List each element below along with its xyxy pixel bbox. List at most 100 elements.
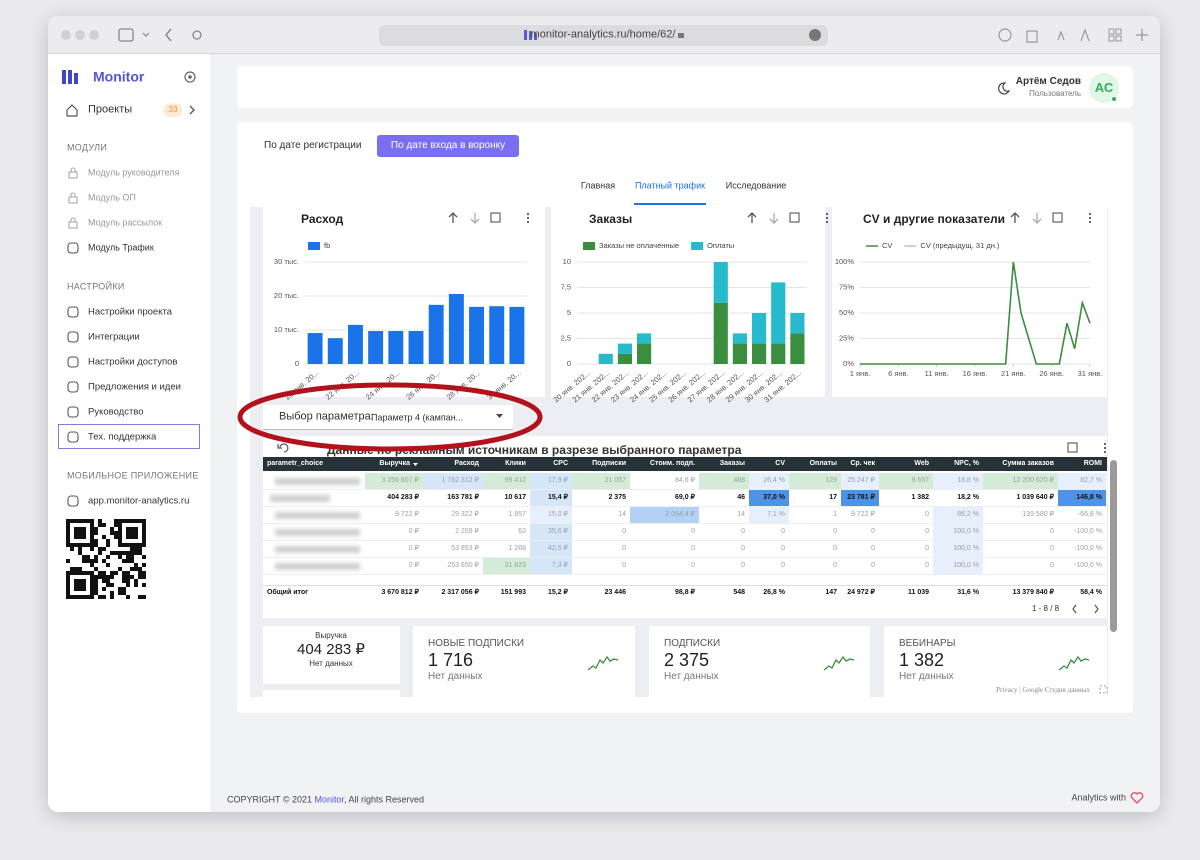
column-header: Сумма заказов <box>1002 459 1054 467</box>
qr-cell <box>142 571 146 575</box>
menu-dots <box>1088 212 1092 216</box>
menu-item[interactable]: Модуль руководителя <box>88 167 180 178</box>
heat-cell <box>530 473 572 489</box>
qr-cell <box>122 591 126 595</box>
table-cell: 46 <box>737 493 745 501</box>
filter-value: Параметр 4 (кампан... <box>371 412 464 423</box>
x-tick-label: 11 янв. <box>925 369 949 378</box>
qr-cell <box>118 591 122 595</box>
menu-item[interactable]: Модуль рассылок <box>88 217 163 228</box>
sort-up-icon <box>747 212 757 223</box>
qr-finder <box>66 571 94 599</box>
qr-cell <box>94 531 98 535</box>
window-dot[interactable] <box>61 30 71 40</box>
qr-cell <box>94 575 98 579</box>
menu-icon <box>68 167 78 179</box>
chevron-right <box>189 105 195 115</box>
sidebar-toggle[interactable] <box>118 28 134 42</box>
window-dot[interactable] <box>89 30 99 40</box>
toolbar-icons <box>61 25 1148 46</box>
date-tab[interactable]: По дате регистрации <box>264 140 362 151</box>
projects-count: 33 <box>163 103 183 117</box>
menu-item[interactable]: Интеграции <box>88 331 140 343</box>
qr-cell <box>130 551 134 555</box>
menu-item[interactable]: Руководство <box>88 406 144 418</box>
qr-cell <box>94 559 98 563</box>
table-cell: 23 781 ₽ <box>847 493 875 501</box>
share-icon[interactable] <box>1026 30 1038 43</box>
qr-cell <box>118 551 122 555</box>
menu-item[interactable]: Модуль Трафик <box>88 242 154 253</box>
blurred-name <box>275 563 360 570</box>
heat-cell <box>749 490 789 506</box>
report-tab[interactable]: Исследование <box>725 180 787 191</box>
qr-cell <box>106 563 110 567</box>
table-cell: 404 283 ₽ <box>387 493 419 501</box>
menu-item[interactable]: Настройки доступов <box>88 356 178 368</box>
section-title: МОДУЛИ <box>67 142 108 153</box>
brightness-icon[interactable] <box>192 30 202 40</box>
menu-item[interactable]: Тех. поддержка <box>88 431 157 443</box>
bar <box>771 343 786 364</box>
table-cell: 488 <box>733 476 745 484</box>
projects-link[interactable]: Проекты <box>88 103 133 116</box>
table-cell: 0 <box>781 561 785 569</box>
qr-cell <box>118 567 122 571</box>
x-tick-label: 21 янв. <box>1001 369 1026 378</box>
date-tab-active[interactable] <box>377 135 519 157</box>
report-footer[interactable]: Privacy | Google Студия данных <box>996 685 1090 694</box>
settings-icon[interactable] <box>183 70 197 84</box>
qr-cell <box>142 595 146 599</box>
menu-dots <box>526 220 530 224</box>
x-tick-label: 16 янв. <box>963 369 988 378</box>
qr-cell <box>130 559 134 563</box>
y-tick-label: 0 <box>567 359 571 368</box>
legend-swatch <box>691 242 704 250</box>
menu-item[interactable]: Предложения и идеи <box>88 381 181 393</box>
back-button[interactable] <box>165 28 172 42</box>
menu-item[interactable]: Модуль ОП <box>88 192 136 203</box>
y-tick-label: 0 <box>295 359 299 368</box>
window-dot[interactable] <box>75 30 85 40</box>
brand[interactable]: Monitor <box>93 68 145 85</box>
qr-finder <box>126 527 138 539</box>
menu-item[interactable]: Настройки проекта <box>88 306 173 318</box>
line <box>860 261 1091 365</box>
qr-cell <box>102 579 106 583</box>
qr-cell <box>82 559 86 563</box>
scrollbar[interactable] <box>1110 460 1117 632</box>
row-divider <box>263 506 1107 507</box>
qr-cell <box>110 575 114 579</box>
qr-cell <box>114 523 118 527</box>
qr-cell <box>102 575 106 579</box>
text-size-icon[interactable] <box>1057 28 1090 42</box>
copyright-brand[interactable]: Monitor <box>314 794 345 805</box>
url-bar[interactable] <box>379 25 828 46</box>
heart-icon <box>1130 792 1144 804</box>
filter-control[interactable] <box>263 405 513 430</box>
scorecard <box>413 626 635 697</box>
scorecard <box>649 626 870 697</box>
report-tab-active[interactable]: Платный трафик <box>634 180 706 191</box>
heat-cell <box>530 541 572 557</box>
table-cell: 14 <box>737 510 745 518</box>
table-cell: 3 256 807 ₽ <box>381 476 419 484</box>
theme-toggle[interactable] <box>996 81 1010 95</box>
scorecard-title: НОВЫЕ ПОДПИСКИ <box>428 638 525 649</box>
analytics-with: Analytics with <box>1071 792 1126 803</box>
qr-cell <box>94 587 98 591</box>
table-cell: 129 <box>825 476 837 484</box>
blurred-name <box>275 529 360 536</box>
qr-cell <box>106 543 110 547</box>
table-cell: 0 <box>781 527 785 535</box>
new-tab[interactable] <box>1136 29 1148 41</box>
chart-tool-icon <box>490 212 501 223</box>
report-tab[interactable]: Главная <box>580 180 616 191</box>
download-icon[interactable] <box>998 28 1012 42</box>
qr-cell <box>94 579 98 583</box>
more-button[interactable] <box>809 29 821 41</box>
qr-cell <box>126 595 130 599</box>
menu-item[interactable]: app.monitor-analytics.ru <box>88 495 190 507</box>
qr-cell <box>126 575 130 579</box>
bar <box>732 333 748 344</box>
